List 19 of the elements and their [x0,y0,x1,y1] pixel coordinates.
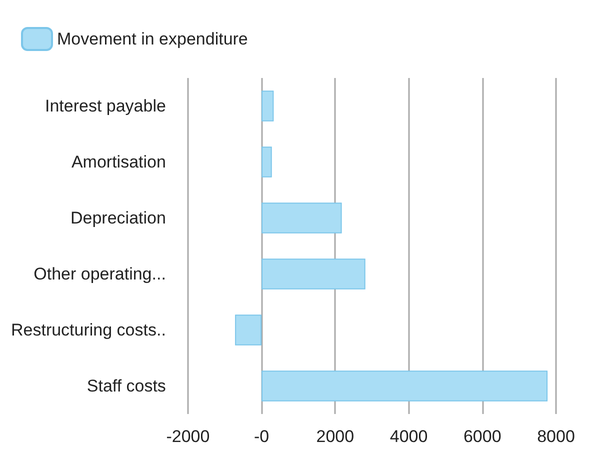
y-tick-label: Depreciation [70,208,166,228]
bar [262,202,342,234]
y-tick-label: Staff costs [86,376,166,396]
bar [262,370,548,402]
bar [262,146,272,178]
y-tick-label: Interest payable [44,96,166,116]
y-tick-label: Other operating... [34,264,166,284]
x-tick-label: -0 [254,427,270,446]
x-tick-label: 4000 [390,427,428,446]
x-tick-label: 8000 [537,427,575,446]
y-tick-label: Amortisation [71,152,166,172]
bar [262,90,274,122]
x-tick-label: 6000 [463,427,502,446]
bar [235,314,262,346]
x-tick-label: -2000 [166,427,210,446]
bar [262,258,366,290]
x-tick-label: 2000 [316,427,354,446]
legend-label: Movement in expenditure [57,30,248,48]
y-tick-label: Restructuring costs.. [10,320,166,340]
